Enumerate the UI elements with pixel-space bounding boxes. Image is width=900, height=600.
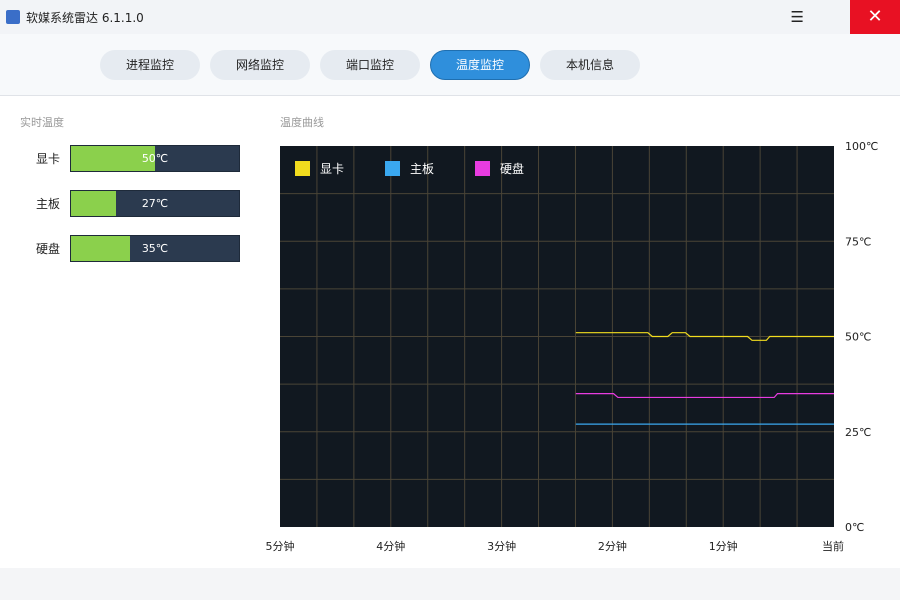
title-bar: 软媒系统雷达 6.1.1.0 ☰ ✕ — [0, 0, 900, 34]
series-line-2 — [575, 393, 834, 399]
temp-bar: 35℃ — [70, 235, 240, 262]
series-line-0 — [575, 332, 834, 341]
realtime-title: 实时温度 — [20, 116, 64, 129]
footer — [0, 568, 900, 600]
tab-system-info[interactable]: 本机信息 — [540, 49, 640, 80]
y-tick-label: 0℃ — [845, 521, 864, 534]
y-tick-label: 50℃ — [845, 331, 871, 344]
y-tick-label: 25℃ — [845, 426, 871, 439]
legend-swatch — [385, 161, 400, 176]
temp-bar: 27℃ — [70, 190, 240, 217]
temp-value: 35℃ — [141, 242, 169, 255]
legend-label: 显卡 — [320, 162, 344, 176]
tab-bar: 进程监控 网络监控 端口监控 温度监控 本机信息 — [0, 34, 900, 96]
temp-label: 显卡 — [36, 152, 61, 166]
temp-bar: 50℃ — [70, 145, 240, 172]
window-title: 软媒系统雷达 6.1.1.0 — [26, 10, 144, 25]
legend-swatch — [295, 161, 310, 176]
temp-row-disk: 硬盘 35℃ — [36, 235, 240, 262]
y-tick-label: 75℃ — [845, 235, 871, 248]
app-icon — [6, 10, 20, 24]
temp-label: 硬盘 — [36, 242, 61, 256]
temp-value: 50℃ — [141, 152, 169, 165]
temp-label: 主板 — [36, 197, 61, 211]
x-tick-label: 5分钟 — [266, 539, 295, 553]
temp-row-gpu: 显卡 50℃ — [36, 145, 240, 172]
legend-label: 硬盘 — [500, 161, 524, 176]
tab-process[interactable]: 进程监控 — [100, 49, 200, 80]
close-icon[interactable]: ✕ — [850, 0, 900, 34]
x-tick-label: 1分钟 — [709, 539, 738, 553]
tab-temperature[interactable]: 温度监控 — [430, 49, 530, 80]
tab-network[interactable]: 网络监控 — [210, 49, 310, 80]
x-tick-label: 2分钟 — [598, 539, 627, 553]
y-tick-label: 100℃ — [845, 140, 878, 153]
chart-title: 温度曲线 — [280, 116, 324, 129]
x-tick-label: 4分钟 — [376, 539, 405, 553]
x-tick-label: 3分钟 — [487, 539, 516, 553]
x-tick-label: 当前 — [822, 539, 844, 553]
tab-port[interactable]: 端口监控 — [320, 49, 420, 80]
hamburger-icon[interactable]: ☰ — [790, 8, 804, 26]
plot-area — [280, 146, 834, 527]
temp-value: 27℃ — [141, 197, 169, 210]
temp-row-board: 主板 27℃ — [36, 190, 240, 217]
legend-swatch — [475, 161, 490, 176]
legend-label: 主板 — [410, 162, 434, 176]
